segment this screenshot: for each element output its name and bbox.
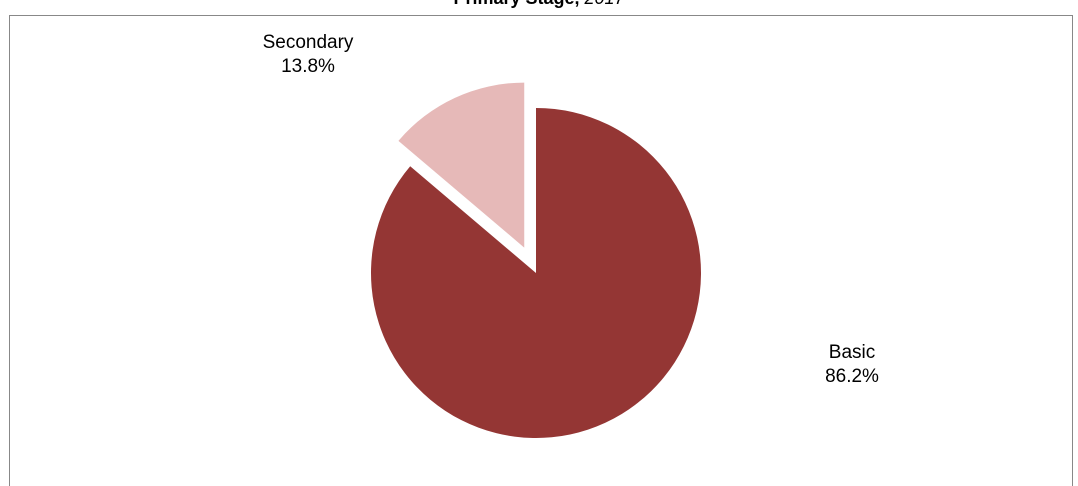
chart-title: Primary Stage, 2017 bbox=[0, 0, 1078, 9]
pie-slice-basic bbox=[370, 108, 701, 438]
chart-title-italic: 2017 bbox=[585, 0, 625, 8]
slice-value-basic: 86.2% bbox=[825, 366, 879, 387]
slice-label-basic: Basic bbox=[829, 342, 875, 363]
slice-label-secondary: Secondary bbox=[263, 32, 354, 53]
slice-value-secondary: 13.8% bbox=[281, 56, 335, 77]
chart-title-bold: Primary Stage, bbox=[453, 0, 579, 8]
pie-slice-secondary bbox=[398, 82, 525, 248]
